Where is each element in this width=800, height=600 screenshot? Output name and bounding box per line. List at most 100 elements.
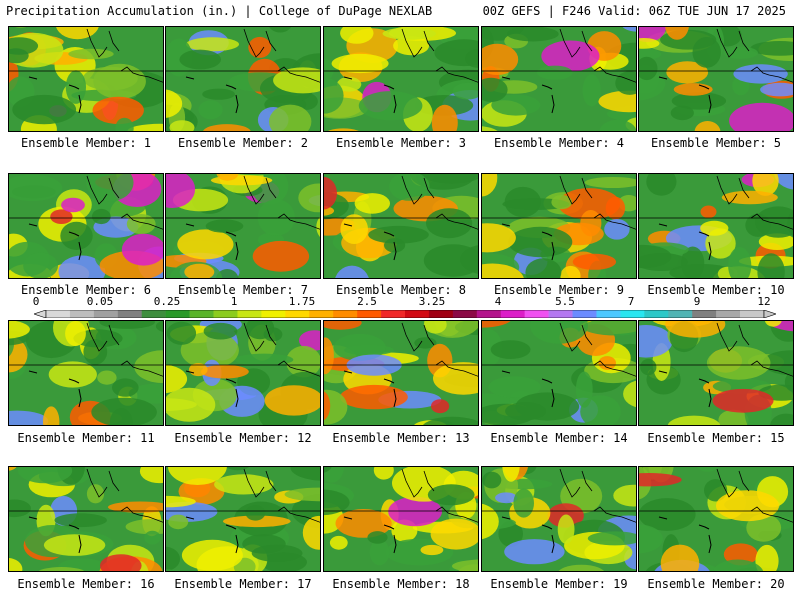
- ensemble-map-panel: [323, 320, 479, 426]
- colorbar-segment: [428, 310, 454, 318]
- colorbar-segment: [668, 310, 693, 318]
- precip-map: [324, 467, 478, 571]
- precip-map: [166, 174, 320, 278]
- colorbar-segment: [309, 310, 334, 318]
- ensemble-map-panel: [323, 466, 479, 572]
- colorbar-segment: [93, 310, 119, 318]
- precip-map: [166, 27, 320, 131]
- panel-label: Ensemble Member: 3: [335, 136, 467, 150]
- colorbar-segment: [213, 310, 238, 318]
- ensemble-map-panel: [323, 26, 479, 132]
- precip-map: [639, 27, 793, 131]
- colorbar-segment: [524, 310, 549, 318]
- ensemble-map-panel: [8, 320, 164, 426]
- panel-label: Ensemble Member: 6: [20, 283, 152, 297]
- colorbar-segment: [69, 310, 95, 318]
- precip-map: [324, 321, 478, 425]
- precip-map: [482, 467, 636, 571]
- colorbar-tick-label: 0: [32, 295, 40, 308]
- colorbar-tick-label: 12: [757, 295, 771, 308]
- colorbar-segment: [716, 310, 741, 318]
- colorbar-tick-label: 0.05: [86, 295, 114, 308]
- panel-label: Ensemble Member: 10: [647, 283, 785, 297]
- precip-map: [639, 174, 793, 278]
- colorbar-segment: [572, 310, 597, 318]
- colorbar-segment: [237, 310, 262, 318]
- ensemble-map-panel: [638, 173, 794, 279]
- precip-map: [166, 467, 320, 571]
- colorbar-segment: [381, 310, 406, 318]
- precip-map: [9, 321, 163, 425]
- panel-label: Ensemble Member: 5: [650, 136, 782, 150]
- precip-map: [482, 321, 636, 425]
- ensemble-map-panel: [638, 26, 794, 132]
- panel-label: Ensemble Member: 4: [493, 136, 625, 150]
- precip-map: [166, 321, 320, 425]
- panel-label: Ensemble Member: 18: [332, 577, 470, 591]
- panel-label: Ensemble Member: 7: [177, 283, 309, 297]
- panel-label: Ensemble Member: 2: [177, 136, 309, 150]
- colorbar-min-arrow: [34, 310, 47, 318]
- panel-label: Ensemble Member: 13: [332, 431, 470, 445]
- colorbar-segment: [405, 310, 430, 318]
- ensemble-map-panel: [638, 466, 794, 572]
- colorbar-tick-label: 2.5: [357, 295, 377, 308]
- panel-label: Ensemble Member: 14: [490, 431, 628, 445]
- colorbar-tick-label: 0.25: [153, 295, 181, 308]
- precip-map: [9, 27, 163, 131]
- ensemble-map-panel: [8, 466, 164, 572]
- ensemble-map-panel: [481, 466, 637, 572]
- panel-label: Ensemble Member: 11: [17, 431, 155, 445]
- colorbar-segment: [285, 310, 310, 318]
- colorbar-segment: [740, 310, 765, 318]
- ensemble-map-panel: [165, 466, 321, 572]
- ensemble-map-panel: [481, 173, 637, 279]
- ensemble-map-panel: [638, 320, 794, 426]
- ensemble-map-panel: [165, 173, 321, 279]
- colorbar-segment: [500, 310, 525, 318]
- ensemble-map-panel: [323, 173, 479, 279]
- panel-label: Ensemble Member: 12: [174, 431, 312, 445]
- panel-label: Ensemble Member: 19: [490, 577, 628, 591]
- panel-label: Ensemble Member: 16: [17, 577, 155, 591]
- colorbar-max-arrow: [763, 310, 776, 318]
- colorbar-segment: [476, 310, 502, 318]
- colorbar-segment: [357, 310, 382, 318]
- colorbar-tick-label: 7: [627, 295, 635, 308]
- precip-map: [324, 174, 478, 278]
- precip-map: [639, 321, 793, 425]
- panel-label: Ensemble Member: 15: [647, 431, 785, 445]
- precip-map: [9, 174, 163, 278]
- precip-map: [482, 174, 636, 278]
- colorbar-segment: [261, 310, 286, 318]
- precip-colorbar: [34, 310, 776, 318]
- panel-label: Ensemble Member: 8: [335, 283, 467, 297]
- colorbar-tick-label: 3.25: [418, 295, 446, 308]
- colorbar-segment: [548, 310, 573, 318]
- ensemble-map-panel: [481, 320, 637, 426]
- ensemble-map-panel: [8, 26, 164, 132]
- map-title: Precipitation Accumulation (in.) | Colle…: [6, 4, 433, 18]
- colorbar-segment: [46, 310, 71, 318]
- ensemble-map-panel: [8, 173, 164, 279]
- precip-map: [639, 467, 793, 571]
- precip-map: [482, 27, 636, 131]
- colorbar-segment: [189, 310, 214, 318]
- colorbar-segment: [333, 310, 358, 318]
- run-info: 00Z GEFS | F246 Valid: 06Z TUE JUN 17 20…: [482, 4, 786, 18]
- colorbar-tick-label: 9: [693, 295, 701, 308]
- colorbar-segment: [596, 310, 621, 318]
- colorbar-tick-label: 4: [494, 295, 502, 308]
- colorbar-segment: [452, 310, 478, 318]
- panel-label: Ensemble Member: 20: [647, 577, 785, 591]
- colorbar-segment: [117, 310, 143, 318]
- colorbar-tick-label: 1.75: [288, 295, 316, 308]
- precip-map: [324, 27, 478, 131]
- precip-map: [9, 467, 163, 571]
- panel-label: Ensemble Member: 9: [493, 283, 625, 297]
- panel-label: Ensemble Member: 1: [20, 136, 152, 150]
- colorbar-segment: [644, 310, 669, 318]
- ensemble-map-panel: [481, 26, 637, 132]
- colorbar-tick-label: 5.5: [555, 295, 575, 308]
- ensemble-map-panel: [165, 26, 321, 132]
